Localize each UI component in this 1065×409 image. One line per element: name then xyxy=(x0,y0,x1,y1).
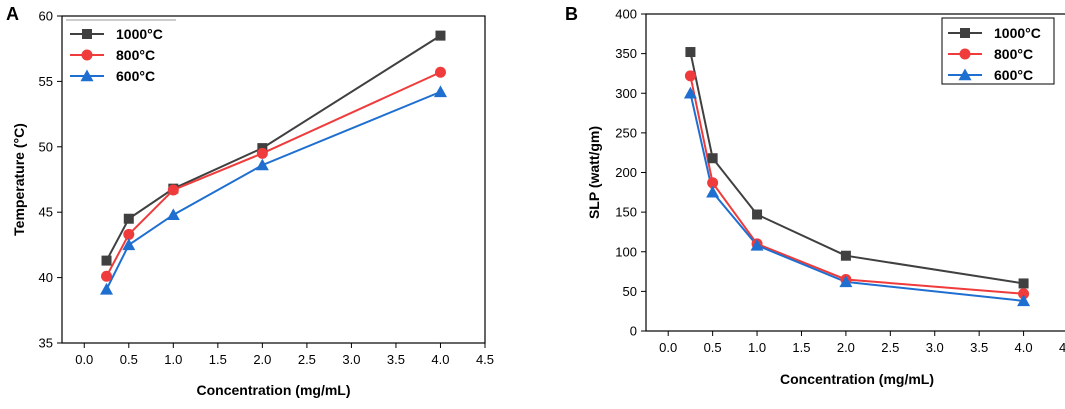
x-tick-label-a: 0.0 xyxy=(75,352,93,367)
y-tick-label-a: 50 xyxy=(39,139,53,154)
data-point-b-1 xyxy=(707,177,719,189)
legend-label-b-1: 800°C xyxy=(994,46,1033,62)
y-ticks-b: 0 50 100 150 200 250 300 350 400 xyxy=(615,7,646,339)
y-tick-label-b: 100 xyxy=(615,244,637,259)
x-tick-label-a: 3.0 xyxy=(342,352,360,367)
legend-b: 1000°C 800°C 600°C xyxy=(941,17,1055,85)
y-tick-label-b: 400 xyxy=(615,7,637,22)
legend-label-a-1: 800°C xyxy=(116,47,155,63)
data-point-a-1 xyxy=(123,228,135,240)
legend-marker-a-2 xyxy=(80,69,94,82)
panel-letter-a: A xyxy=(6,4,19,24)
plot-frame-a xyxy=(61,15,486,344)
data-point-b-2 xyxy=(1017,294,1031,307)
data-point-a-1 xyxy=(167,184,179,196)
x-axis-title-b: Concentration (mg/mL) xyxy=(780,371,934,387)
data-point-a-1 xyxy=(434,66,446,78)
legend-marker-b-2 xyxy=(958,68,972,81)
data-point-b-2 xyxy=(839,275,853,288)
y-ticks-a: 35 40 45 50 55 60 xyxy=(39,9,62,351)
x-tick-label-a: 4.5 xyxy=(476,352,494,367)
x-tick-label-b: 0.0 xyxy=(659,340,677,355)
data-point-b-0 xyxy=(707,153,718,164)
x-ticks-a: 0.0 0.5 1.0 1.5 2.0 2.5 3.0 3.5 4.0 4.5 xyxy=(75,343,494,367)
x-tick-label-b: 1.0 xyxy=(748,340,766,355)
legend-a: 1000°C 800°C 600°C xyxy=(66,19,176,84)
data-point-b-0 xyxy=(685,47,696,58)
x-tick-label-b: 3.5 xyxy=(970,340,988,355)
y-tick-label-a: 55 xyxy=(39,74,53,89)
x-tick-label-a: 2.5 xyxy=(298,352,316,367)
y-tick-label-b: 350 xyxy=(615,46,637,61)
y-tick-label-a: 45 xyxy=(39,205,53,220)
y-axis-title-b: SLP (watt/gm) xyxy=(586,126,602,219)
data-point-a-2 xyxy=(100,282,114,295)
legend-marker-a-1 xyxy=(81,49,93,61)
x-tick-label-a: 1.0 xyxy=(164,352,182,367)
data-point-b-0 xyxy=(752,209,763,220)
x-tick-label-a: 0.5 xyxy=(120,352,138,367)
data-point-b-1 xyxy=(1018,288,1030,300)
x-tick-label-a: 4.0 xyxy=(431,352,449,367)
data-point-a-0 xyxy=(435,30,446,41)
x-tick-label-a: 3.5 xyxy=(387,352,405,367)
data-point-a-1 xyxy=(101,270,113,282)
y-tick-label-a: 60 xyxy=(39,9,53,24)
data-point-b-2 xyxy=(750,238,764,251)
y-tick-label-a: 40 xyxy=(39,270,53,285)
data-point-a-2 xyxy=(433,85,447,98)
y-tick-label-b: 200 xyxy=(615,165,637,180)
legend-label-b-2: 600°C xyxy=(994,67,1033,83)
data-point-a-1 xyxy=(256,147,268,159)
data-point-b-0 xyxy=(840,250,851,261)
x-tick-label-b: 3.0 xyxy=(926,340,944,355)
x-tick-label-b: 1.5 xyxy=(792,340,810,355)
y-tick-label-b: 0 xyxy=(630,324,637,339)
data-point-b-0 xyxy=(1018,278,1029,289)
data-point-a-2 xyxy=(122,238,136,251)
data-point-a-2 xyxy=(255,158,269,171)
panel-letter-b: B xyxy=(565,4,578,24)
x-tick-label-b: 0.5 xyxy=(704,340,722,355)
x-ticks-b: 0.0 0.5 1.0 1.5 2.0 2.5 3.0 3.5 4.0 4.5 xyxy=(659,331,1065,355)
legend-marker-a-0 xyxy=(82,29,92,39)
data-point-b-1 xyxy=(684,70,696,82)
chart-panel-a: A Concentration (mg/mL) Temperature (°C)… xyxy=(6,4,494,398)
data-point-a-2 xyxy=(166,208,180,221)
x-tick-label-a: 1.5 xyxy=(209,352,227,367)
data-point-b-2 xyxy=(683,86,697,99)
x-tick-label-a: 2.0 xyxy=(253,352,271,367)
y-tick-label-b: 250 xyxy=(615,125,637,140)
series-markers-b xyxy=(683,47,1031,307)
legend-marker-b-1 xyxy=(959,48,971,60)
data-point-a-0 xyxy=(101,255,112,266)
y-axis-title-a: Temperature (°C) xyxy=(11,123,27,236)
x-tick-label-b: 2.5 xyxy=(881,340,899,355)
data-point-b-2 xyxy=(706,185,720,198)
x-tick-label-b: 4.5 xyxy=(1059,340,1065,355)
x-tick-label-b: 4.0 xyxy=(1015,340,1033,355)
chart-panel-b: B Concentration (mg/mL) SLP (watt/gm) 0.… xyxy=(565,4,1065,387)
x-axis-title-a: Concentration (mg/mL) xyxy=(197,382,351,398)
legend-label-a-2: 600°C xyxy=(116,68,155,84)
legend-marker-b-0 xyxy=(960,28,970,38)
legend-label-a-0: 1000°C xyxy=(116,26,163,42)
x-tick-label-b: 2.0 xyxy=(837,340,855,355)
y-tick-label-b: 300 xyxy=(615,86,637,101)
data-point-a-0 xyxy=(123,213,134,224)
legend-label-b-0: 1000°C xyxy=(994,25,1041,41)
series-markers-a xyxy=(100,30,447,295)
y-tick-label-b: 50 xyxy=(623,284,637,299)
y-tick-label-a: 35 xyxy=(39,336,53,351)
y-tick-label-b: 150 xyxy=(615,205,637,220)
